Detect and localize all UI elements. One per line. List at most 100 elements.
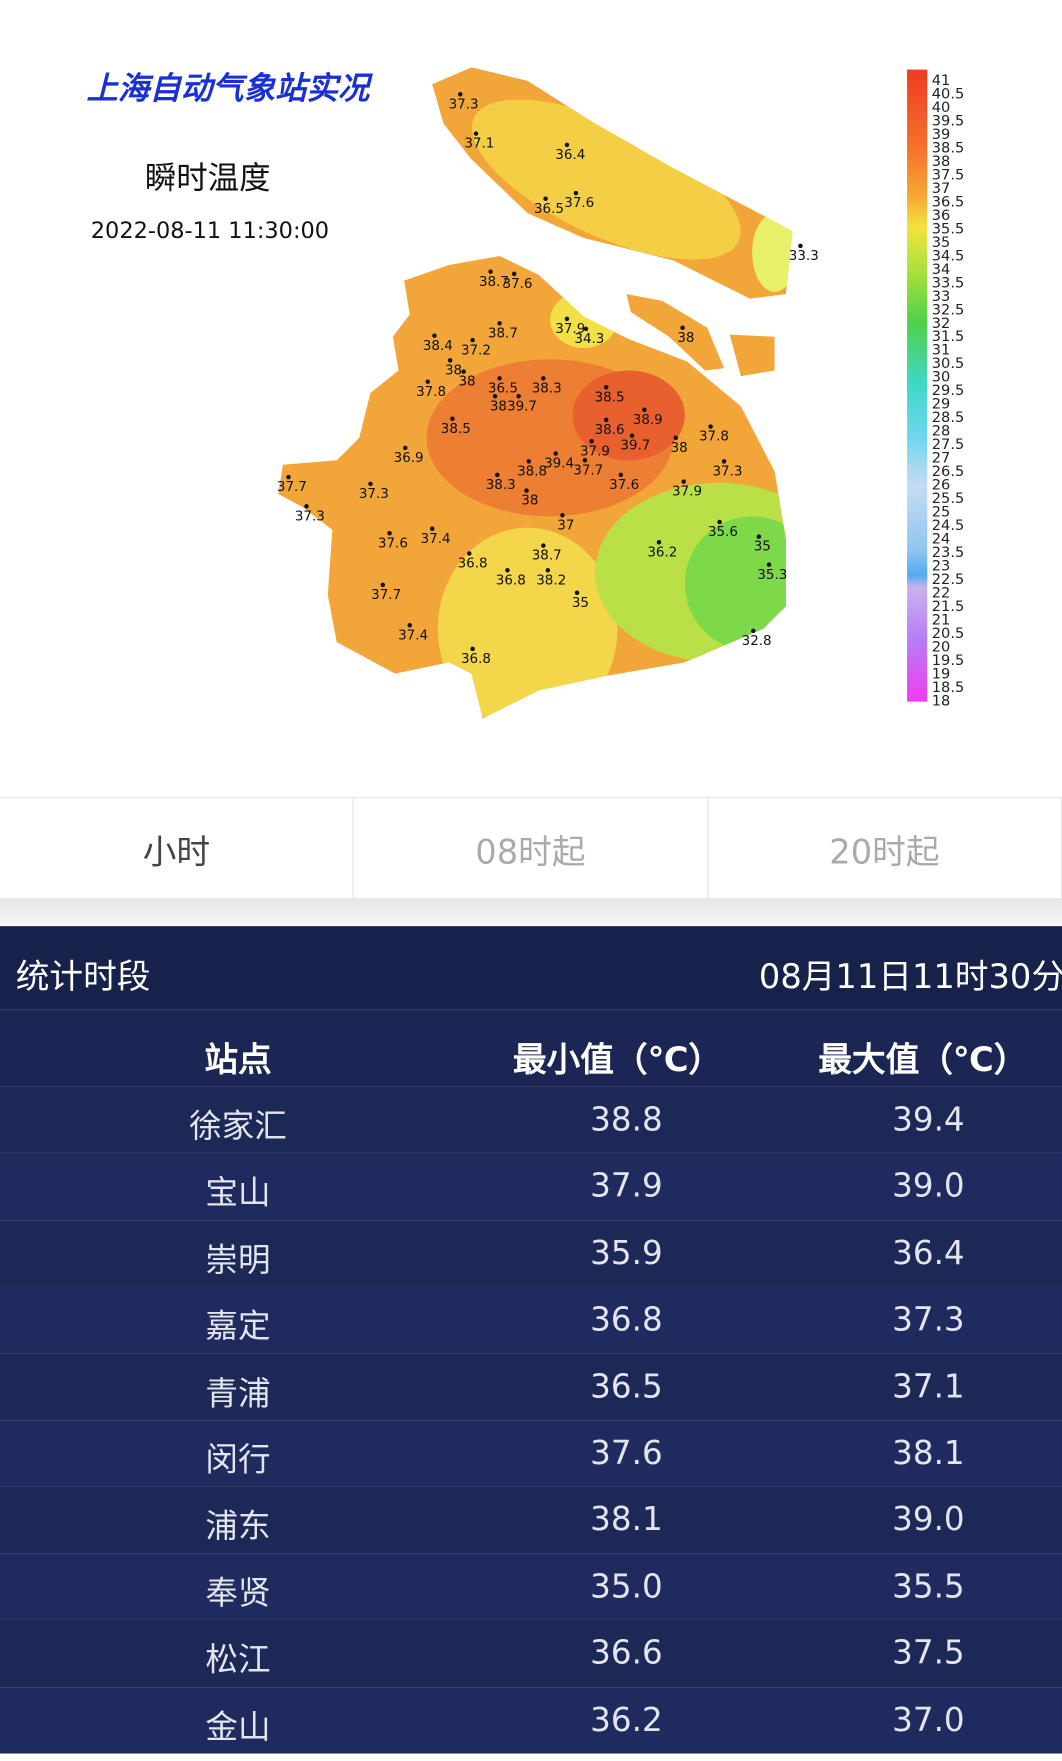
tab[interactable]: 20时起 <box>708 798 1062 900</box>
table-cell: 35.0 <box>590 1566 663 1606</box>
station-label: 37.6 <box>564 195 594 211</box>
table-cell: 37.9 <box>590 1166 663 1206</box>
tabs: 小时 08时起 20时起 <box>0 797 1062 900</box>
station-dot <box>564 142 570 148</box>
legend-label: 20 <box>932 639 951 656</box>
station-dot <box>721 459 727 464</box>
station-label: 38 <box>445 362 462 378</box>
station-dot <box>505 568 510 573</box>
period-value: 08月11日11时30分 <box>758 957 1062 997</box>
station-dot <box>656 539 662 545</box>
station-dot <box>458 92 463 97</box>
legend-label: 38.5 <box>932 139 964 156</box>
station-dot <box>492 394 498 399</box>
station-dot <box>286 474 291 480</box>
station-label: 38 <box>458 374 475 390</box>
station-dot <box>380 582 386 588</box>
station-dot <box>766 562 772 567</box>
legend-label: 26 <box>932 477 951 494</box>
station-label: 39.4 <box>544 456 574 472</box>
map-time: 2022-08-11 11:30:00 <box>91 218 329 244</box>
legend-label: 25.5 <box>932 490 964 507</box>
station-dot <box>589 438 594 444</box>
station-label: 38.5 <box>595 389 625 405</box>
station-dot <box>680 325 685 331</box>
legend-label: 36 <box>932 207 951 224</box>
table-cell: 36.8 <box>590 1300 663 1339</box>
station-label: 37.8 <box>699 429 729 445</box>
station-dot <box>425 379 430 384</box>
station-label: 37.3 <box>359 486 389 502</box>
period-bar: 统计时段 08月11日11时30分 <box>0 926 1062 1010</box>
station-label: 35.3 <box>757 567 787 583</box>
legend-label: 33 <box>932 288 951 305</box>
station-dot <box>708 424 713 429</box>
station-label: 38.7 <box>488 325 518 341</box>
station-label: 38.6 <box>595 422 625 438</box>
table-cell: 崇明 <box>205 1240 271 1279</box>
column-header: 最大值（℃） <box>818 1040 1028 1080</box>
station-dot <box>642 407 647 413</box>
station-label: 38.8 <box>517 464 547 480</box>
station-label: 38 <box>671 440 688 456</box>
station-dot <box>582 458 588 463</box>
station-dot <box>629 433 635 438</box>
tab[interactable]: 08时起 <box>354 798 708 900</box>
station-dot <box>526 459 531 464</box>
station-label: 37.4 <box>421 531 451 547</box>
legend-label: 21.5 <box>932 598 964 615</box>
station-dot <box>497 376 502 381</box>
legend-label: 39 <box>932 126 951 143</box>
station-dot <box>798 243 803 249</box>
map-title: 上海自动气象站实况 <box>86 71 373 107</box>
table-cell: 36.4 <box>892 1233 965 1272</box>
station-label: 37.7 <box>277 479 307 495</box>
station-dot <box>450 416 455 421</box>
legend-label: 36.5 <box>932 193 964 210</box>
station-dot <box>511 271 517 277</box>
station-label: 36.5 <box>488 380 518 396</box>
legend-label: 40 <box>932 99 951 116</box>
legend-label: 19.5 <box>932 652 964 669</box>
table-row: 浦东 38.1 39.0 <box>0 1486 1062 1554</box>
station-dot <box>564 316 570 322</box>
station-dot <box>429 526 435 531</box>
station-label: 33.3 <box>789 248 819 264</box>
map-panel: 37.337.136.436.5 37.633.338.737.637.934.3… <box>86 67 964 719</box>
legend-label: 28 <box>932 423 951 440</box>
divider <box>0 898 1062 927</box>
station-label: 38.2 <box>536 572 566 588</box>
table-row: 松江 36.6 37.5 <box>0 1620 1062 1687</box>
legend-label: 23 <box>932 558 951 575</box>
station-dot <box>541 543 546 548</box>
legend-label: 22.5 <box>932 571 964 588</box>
station-label: 39.7 <box>620 438 650 454</box>
legend-label: 37.5 <box>932 166 964 183</box>
station-label: 36.9 <box>394 450 424 466</box>
station-dot <box>553 451 558 456</box>
table-cell: 35.5 <box>892 1566 965 1606</box>
table-row: 嘉定 36.8 37.3 <box>0 1286 1062 1354</box>
station-dot <box>461 369 466 374</box>
station-dot <box>756 534 762 539</box>
table-cell: 嘉定 <box>205 1306 271 1346</box>
legend-label: 28.5 <box>932 409 964 426</box>
station-dot <box>473 131 479 136</box>
legend-label: 18 <box>932 693 951 710</box>
station-label: 34.3 <box>574 331 604 347</box>
station-label: 36.8 <box>458 556 488 572</box>
legend-label: 29 <box>932 396 951 413</box>
station-dot <box>545 568 551 573</box>
legend-label: 30 <box>932 369 951 386</box>
legend-label: 23.5 <box>932 544 964 561</box>
legend-label: 21 <box>932 612 951 629</box>
station-dot <box>447 358 453 363</box>
tab[interactable]: 小时 <box>0 798 354 900</box>
station-dot <box>488 269 493 274</box>
legend-label: 41 <box>932 72 951 89</box>
station-label: 38.7 <box>479 274 509 290</box>
table-cell: 39.4 <box>892 1100 965 1139</box>
table-cell: 奉贤 <box>205 1573 271 1612</box>
station-label: 35 <box>572 595 589 611</box>
station-dot <box>603 385 609 390</box>
